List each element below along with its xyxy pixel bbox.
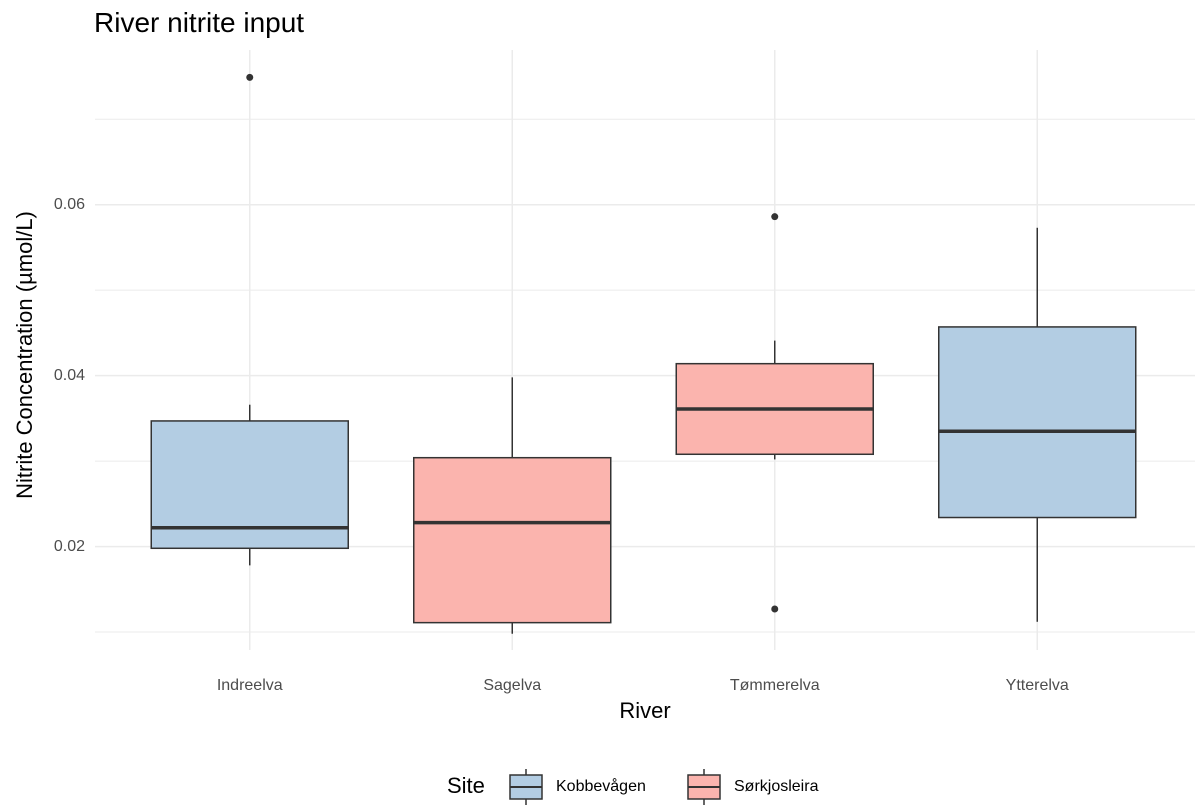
outlier xyxy=(771,605,779,613)
box xyxy=(938,326,1137,519)
x-tick-label: Indreelva xyxy=(217,677,283,694)
legend-label: Kobbevågen xyxy=(556,777,646,795)
y-tick-label: 0.02 xyxy=(54,538,85,555)
legend-label: Sørkjosleira xyxy=(734,778,819,795)
x-axis-title: River xyxy=(619,698,670,723)
outlier xyxy=(246,73,254,81)
x-tick-label: Ytterelva xyxy=(1006,677,1069,694)
y-tick-label: 0.04 xyxy=(54,367,85,384)
y-tick-label: 0.06 xyxy=(54,196,85,213)
outlier xyxy=(771,213,779,221)
chart-title: River nitrite input xyxy=(94,7,304,38)
y-axis-title: Nitrite Concentration (µmol/L) xyxy=(12,211,37,499)
x-tick-label: Sagelva xyxy=(483,677,541,694)
box xyxy=(413,456,612,624)
x-tick-label: Tømmerelva xyxy=(730,677,820,694)
legend-title: Site xyxy=(447,773,485,798)
